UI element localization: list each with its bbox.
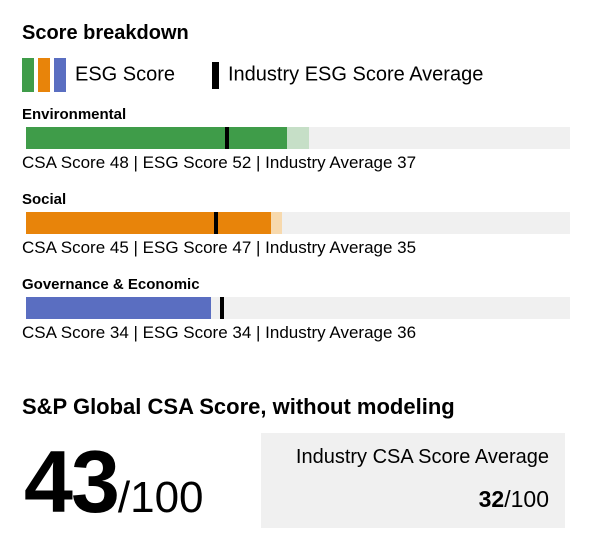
industry-csa-average-box: Industry CSA Score Average 32/100 xyxy=(261,433,565,528)
social-industry-marker xyxy=(214,212,219,234)
csa-score-value: 43/100 xyxy=(24,438,204,526)
environmental-industry-marker xyxy=(225,127,230,149)
legend: ESG Score Industry ESG Score Average xyxy=(22,58,582,92)
environmental-bar-track xyxy=(26,127,570,149)
environmental-csa-bar xyxy=(26,127,288,149)
page-title: Score breakdown xyxy=(22,22,189,44)
social-csa-bar xyxy=(26,212,271,234)
environmental-stripe-icon xyxy=(22,58,34,92)
governance-section: Governance & Economic CSA Score 34 | ESG… xyxy=(22,276,578,346)
industry-csa-average-label: Industry CSA Score Average xyxy=(295,446,549,468)
environmental-caption: CSA Score 48 | ESG Score 52 | Industry A… xyxy=(22,153,417,172)
csa-score-denominator: /100 xyxy=(117,473,204,522)
legend-industry-label: Industry ESG Score Average xyxy=(228,63,484,86)
industry-csa-average-denominator: /100 xyxy=(504,486,549,512)
governance-industry-marker xyxy=(219,297,224,319)
social-label: Social xyxy=(22,191,67,208)
legend-esg-label: ESG Score xyxy=(75,63,176,86)
social-bar-track xyxy=(26,212,570,234)
environmental-section: Environmental CSA Score 48 | ESG Score 5… xyxy=(22,106,578,176)
industry-csa-average-value: 32/100 xyxy=(277,486,549,513)
governance-bar-track xyxy=(26,297,570,319)
environmental-label: Environmental xyxy=(22,106,127,123)
governance-stripe-icon xyxy=(54,58,66,92)
governance-label: Governance & Economic xyxy=(22,276,200,293)
industry-csa-average-number: 32 xyxy=(478,486,505,512)
governance-csa-bar xyxy=(26,297,211,319)
social-esg-bar xyxy=(270,212,282,234)
governance-caption: CSA Score 34 | ESG Score 34 | Industry A… xyxy=(22,323,417,342)
environmental-esg-bar xyxy=(287,127,309,149)
csa-score-number: 43 xyxy=(24,432,120,531)
social-stripe-icon xyxy=(38,58,50,92)
esg-score-swatch-icon xyxy=(22,58,66,92)
csa-score-heading: S&P Global CSA Score, without modeling xyxy=(22,394,455,419)
industry-average-marker-icon xyxy=(212,62,219,89)
social-caption: CSA Score 45 | ESG Score 47 | Industry A… xyxy=(22,238,417,257)
social-section: Social CSA Score 45 | ESG Score 47 | Ind… xyxy=(22,191,578,261)
